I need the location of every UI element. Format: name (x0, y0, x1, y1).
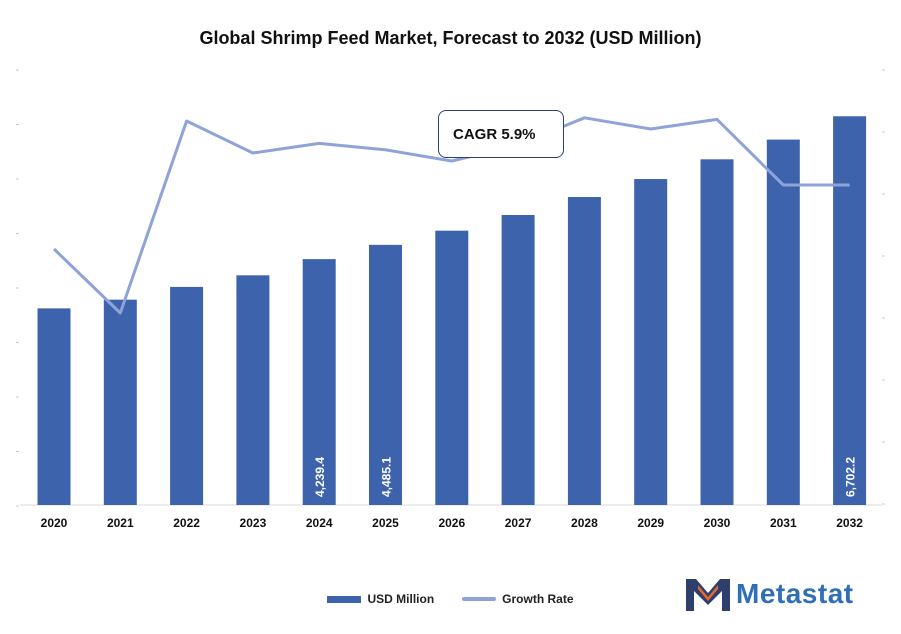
bar-2032 (833, 116, 867, 505)
legend: USD Million Growth Rate (0, 592, 901, 606)
cagr-annotation: CAGR 5.9% (438, 110, 564, 158)
legend-item-growth-rate: Growth Rate (462, 592, 574, 606)
metastat-m-logo-icon (686, 579, 730, 611)
bar-2024 (302, 259, 336, 505)
x-tick-2030: 2030 (704, 516, 731, 530)
x-tick-2025: 2025 (372, 516, 399, 530)
legend-item-usd-million: USD Million (327, 592, 434, 606)
bar-label-2025: 4,485.1 (380, 457, 394, 497)
x-tick-2027: 2027 (505, 516, 532, 530)
legend-line-swatch (462, 597, 497, 601)
bar-2020 (37, 308, 71, 505)
x-tick-2029: 2029 (637, 516, 664, 530)
bar-2021 (103, 299, 137, 505)
x-tick-2028: 2028 (571, 516, 598, 530)
bar-2028 (567, 197, 601, 505)
x-tick-2020: 2020 (41, 516, 68, 530)
bar-2030 (700, 159, 734, 505)
legend-bar-swatch (327, 595, 362, 603)
x-tick-2021: 2021 (107, 516, 134, 530)
left-axis-ticks (16, 69, 19, 507)
bar-2022 (170, 286, 204, 505)
bar-series (37, 116, 867, 506)
bar-label-2024: 4,239.4 (313, 457, 327, 497)
x-tick-2032: 2032 (836, 516, 863, 530)
bar-2029 (634, 179, 668, 506)
chart-title: Global Shrimp Feed Market, Forecast to 2… (199, 28, 702, 48)
x-tick-2022: 2022 (173, 516, 200, 530)
bar-2023 (236, 275, 270, 505)
bar-2026 (435, 230, 469, 505)
bar-data-labels: 4,239.4 4,485.1 6,702.2 (313, 457, 857, 497)
x-tick-2031: 2031 (770, 516, 797, 530)
right-axis-ticks (882, 69, 885, 505)
x-tick-2023: 2023 (240, 516, 267, 530)
x-tick-2026: 2026 (438, 516, 465, 530)
legend-label-growth-rate: Growth Rate (502, 592, 574, 606)
bar-label-2032: 6,702.2 (844, 457, 858, 497)
bar-2027 (501, 215, 535, 505)
growth-rate-line (52, 116, 850, 315)
bar-2031 (766, 139, 800, 505)
brand-name: Metastat (736, 578, 854, 609)
brand-logo: Metastat (684, 575, 854, 613)
x-axis-labels: 2020 2021 2022 2023 2024 2025 2026 2027 2028 2029… (41, 516, 864, 530)
bar-2025 (369, 244, 402, 505)
x-tick-2024: 2024 (306, 516, 333, 530)
legend-label-usd-million: USD Million (367, 592, 435, 606)
